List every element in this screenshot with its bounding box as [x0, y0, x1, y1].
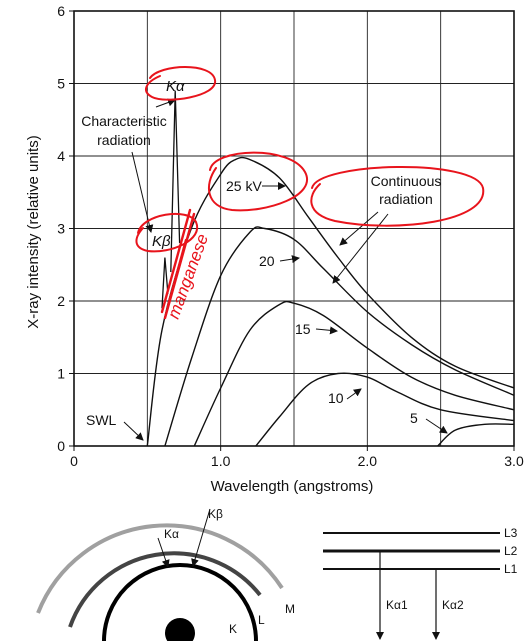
swl-label: SWL — [86, 412, 117, 428]
k-beta-label: Kβ — [152, 233, 171, 250]
arrow-characteristic-kb — [131, 151, 154, 233]
shell-l — [68, 551, 262, 628]
series-curve-3 — [255, 372, 515, 447]
shell-diagram-k-alpha: Kα — [164, 527, 179, 541]
shell-k — [102, 563, 258, 641]
k-alpha-label: Kα — [166, 78, 185, 95]
y-tick-label: 2 — [57, 293, 65, 309]
nucleus — [165, 618, 195, 641]
arrow-10 — [346, 388, 362, 400]
series-curve-2 — [193, 300, 515, 447]
series-label-10: 10 — [328, 390, 344, 406]
axis-ticks: 0 1 2 3 4 5 6 0 1.0 2.0 3.0 — [57, 3, 524, 469]
k-alpha2-label: Kα2 — [442, 598, 464, 612]
shell-m — [36, 523, 284, 614]
y-tick-label: 1 — [57, 366, 65, 382]
shell-label-l: L — [258, 613, 265, 627]
level-l2-label: L2 — [504, 544, 518, 558]
characteristic-peak-0 — [161, 257, 169, 309]
y-tick-label: 6 — [57, 3, 65, 19]
x-tick-label: 3.0 — [504, 453, 524, 469]
ink-circle-25kv — [208, 151, 308, 212]
series-curve-4 — [437, 423, 515, 447]
y-tick-label: 0 — [57, 438, 65, 454]
x-axis-label: Wavelength (angstroms) — [211, 478, 374, 495]
series-label-5: 5 — [410, 410, 418, 426]
y-tick-label: 3 — [57, 221, 65, 237]
shell-label-k: K — [229, 622, 237, 636]
ink-circle-continuous — [310, 165, 485, 227]
x-tick-label: 1.0 — [211, 453, 231, 469]
level-l3-label: L3 — [504, 526, 518, 540]
arrow-15 — [315, 326, 338, 335]
shell-diagram-k-beta: Kβ — [208, 507, 223, 521]
y-tick-label: 4 — [57, 148, 65, 164]
continuous-label-line1: Continuous — [371, 173, 442, 189]
continuous-label-line2: radiation — [379, 191, 433, 207]
level-l1-label: L1 — [504, 562, 518, 576]
annotation-arrows — [123, 98, 448, 441]
x-tick-label: 0 — [70, 453, 78, 469]
characteristic-label-line2: radiation — [97, 132, 151, 148]
series-labels: 25 kV 20 15 10 5 — [226, 178, 418, 426]
arrow-swl — [123, 421, 144, 441]
series-label-20: 20 — [259, 253, 275, 269]
k-beta-transition-arrow — [191, 508, 211, 567]
k-alpha1-label: Kα1 — [386, 598, 408, 612]
characteristic-label-line1: Characteristic — [81, 113, 167, 129]
ink-scribble — [160, 208, 196, 320]
energy-level-diagram: L3 L2 L1 Kα1 Kα2 — [323, 526, 518, 640]
shell-label-m: M — [285, 602, 295, 616]
ink-circle-k-alpha — [145, 66, 216, 101]
arrow-5 — [425, 418, 448, 434]
characteristic-peak-1 — [170, 90, 181, 273]
arrow-continuous-20 — [339, 211, 379, 246]
series-curve-1 — [164, 226, 515, 447]
series-label-25kv: 25 kV — [226, 178, 262, 194]
k-alpha-transition-arrow — [157, 537, 170, 568]
spectrum-chart: 0 1 2 3 4 5 6 0 1.0 2.0 3.0 X-ray intensity (relat… — [25, 3, 524, 495]
y-tick-label: 5 — [57, 76, 65, 92]
y-axis-label: X-ray intensity (relative units) — [25, 135, 42, 328]
arrow-20 — [279, 255, 300, 264]
ink-circle-k-beta — [135, 212, 199, 253]
atomic-shell-diagram: Kα Kβ K L M — [36, 507, 295, 641]
series-label-15: 15 — [295, 321, 311, 337]
arrow-characteristic-ka — [155, 98, 176, 108]
x-tick-label: 2.0 — [358, 453, 378, 469]
